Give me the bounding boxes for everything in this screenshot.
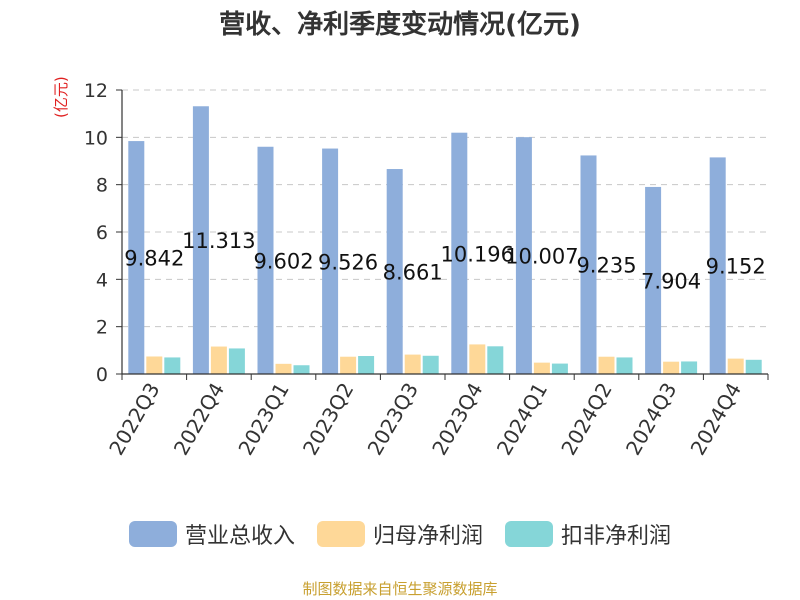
bar-revenue — [645, 186, 662, 374]
bar-deducted-profit — [487, 346, 504, 374]
legend: 营业总收入 归母净利润 扣非净利润 — [0, 518, 800, 550]
bar-deducted-profit — [745, 359, 762, 374]
legend-item-deducted-profit[interactable]: 扣非净利润 — [505, 518, 671, 550]
legend-label-revenue: 营业总收入 — [184, 524, 295, 549]
x-tick-label: 2024Q1 — [492, 379, 552, 460]
x-tick-label: 2023Q3 — [363, 379, 423, 460]
x-tick-label: 2023Q1 — [233, 379, 293, 460]
bar-revenue — [451, 132, 468, 374]
bar-net-profit — [210, 346, 227, 374]
x-tick-label: 2022Q4 — [169, 379, 229, 460]
bar-net-profit — [598, 356, 615, 374]
bar-deducted-profit — [228, 348, 245, 374]
bar-net-profit — [533, 362, 550, 374]
bar-revenue — [322, 148, 339, 374]
data-label: 9.602 — [253, 249, 313, 273]
x-tick-label: 2024Q3 — [621, 379, 681, 460]
bar-deducted-profit — [681, 361, 698, 374]
data-label: 10.007 — [505, 245, 578, 269]
bar-revenue — [515, 137, 532, 374]
data-label: 9.235 — [576, 254, 636, 278]
bar-revenue — [192, 106, 209, 374]
data-label: 9.526 — [318, 250, 378, 274]
legend-item-revenue[interactable]: 营业总收入 — [128, 518, 295, 550]
legend-swatch-deducted-profit — [505, 521, 553, 547]
y-tick-label: 0 — [96, 364, 108, 386]
data-label: 9.152 — [706, 255, 766, 279]
y-tick-label: 12 — [84, 80, 108, 102]
data-label: 9.842 — [124, 247, 184, 271]
y-tick-label: 8 — [96, 175, 108, 197]
data-label: 10.196 — [441, 242, 514, 266]
legend-label-deducted-profit: 扣非净利润 — [561, 524, 672, 549]
bar-deducted-profit — [358, 356, 375, 374]
legend-label-net-profit: 归母净利润 — [372, 524, 483, 549]
bar-deducted-profit — [293, 365, 310, 374]
chart-title: 营收、净利季度变动情况(亿元) — [219, 10, 581, 40]
data-source-note: 制图数据来自恒生聚源数据库 — [302, 580, 498, 598]
legend-item-net-profit[interactable]: 归母净利润 — [316, 518, 483, 550]
bar-deducted-profit — [616, 357, 633, 374]
bar-revenue — [580, 155, 597, 374]
data-label: 8.661 — [383, 261, 443, 285]
bar-deducted-profit — [164, 357, 181, 374]
x-tick-label: 2024Q4 — [686, 379, 746, 460]
bar-net-profit — [275, 363, 292, 374]
bar-net-profit — [469, 344, 486, 374]
bar-revenue — [386, 169, 403, 374]
legend-swatch-revenue — [128, 521, 177, 547]
bar-revenue — [257, 146, 274, 374]
y-tick-label: 6 — [96, 222, 108, 244]
bar-deducted-profit — [422, 355, 439, 374]
bar-net-profit — [404, 354, 421, 374]
x-tick-label: 2023Q2 — [298, 379, 358, 460]
x-tick-label: 2024Q2 — [556, 379, 616, 460]
bar-net-profit — [146, 356, 163, 374]
bar-net-profit — [340, 356, 357, 374]
legend-swatch-net-profit — [316, 521, 365, 547]
x-tick-label: 2022Q3 — [104, 379, 164, 460]
y-tick-label: 4 — [96, 269, 108, 291]
x-tick-label: 2023Q4 — [427, 379, 487, 460]
bar-net-profit — [727, 358, 744, 374]
y-tick-label: 10 — [84, 127, 108, 149]
data-label: 11.313 — [182, 229, 255, 253]
data-label: 7.904 — [641, 269, 701, 293]
bar-revenue — [709, 157, 726, 374]
bar-net-profit — [663, 361, 680, 374]
y-tick-label: 2 — [96, 317, 108, 339]
bar-revenue — [128, 141, 145, 374]
bar-deducted-profit — [551, 363, 568, 374]
